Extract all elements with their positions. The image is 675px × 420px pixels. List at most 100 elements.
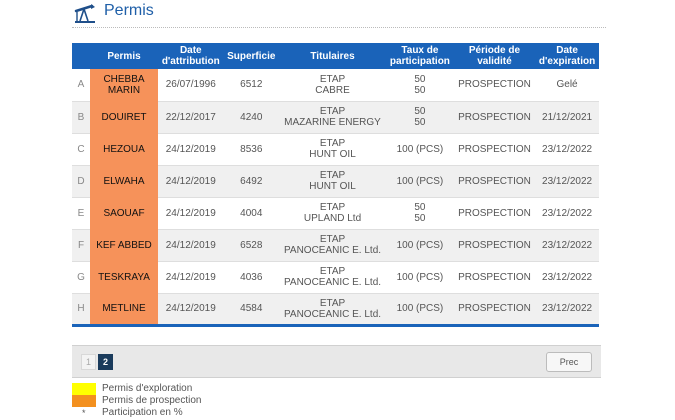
date-attribution: 24/12/2019 bbox=[158, 229, 224, 262]
periode-validite: PROSPECTION bbox=[453, 69, 536, 102]
date-attribution: 24/12/2019 bbox=[158, 261, 224, 294]
date-expiration: 23/12/2022 bbox=[535, 229, 599, 262]
periode-validite: PROSPECTION bbox=[453, 293, 536, 327]
date-expiration: 23/12/2022 bbox=[535, 165, 599, 198]
table-row: H METLINE 24/12/2019 4584 ETAP PANOCEANIC… bbox=[72, 293, 599, 327]
periode-validite: PROSPECTION bbox=[453, 133, 536, 166]
table-row: C HEZOUA 24/12/2019 8536 ETAP HUNT OIL 10… bbox=[72, 133, 599, 166]
col-date-attribution-header: Date d'attribution bbox=[161, 45, 220, 67]
taux-participation: 100 (PCS) bbox=[386, 261, 454, 294]
row-index: A bbox=[72, 69, 90, 102]
page-header: Permis bbox=[72, 0, 606, 28]
titulaires: ETAP HUNT OIL bbox=[279, 165, 387, 198]
legend: Permis d'exploration Permis de prospecti… bbox=[72, 383, 202, 419]
taux-participation: 100 (PCS) bbox=[386, 229, 454, 262]
superficie: 6528 bbox=[223, 229, 279, 262]
taux-participation: 50 50 bbox=[386, 197, 454, 230]
date-expiration: 21/12/2021 bbox=[535, 101, 599, 134]
date-expiration: 23/12/2022 bbox=[535, 261, 599, 294]
superficie: 6512 bbox=[223, 69, 279, 102]
table-row: B DOUIRET 22/12/2017 4240 ETAP MAZARINE E… bbox=[72, 101, 599, 134]
superficie: 4004 bbox=[223, 197, 279, 230]
table-header: Permis Date d'attribution Superficie Titu… bbox=[72, 43, 599, 69]
permit-name[interactable]: CHEBBA MARIN bbox=[90, 69, 158, 102]
row-index: E bbox=[72, 197, 90, 230]
date-attribution: 24/12/2019 bbox=[158, 293, 224, 327]
date-expiration: 23/12/2022 bbox=[535, 197, 599, 230]
legend-label: Participation en % bbox=[102, 407, 183, 418]
date-expiration: 23/12/2022 bbox=[535, 133, 599, 166]
permit-name[interactable]: DOUIRET bbox=[90, 101, 158, 134]
date-attribution: 24/12/2019 bbox=[158, 133, 224, 166]
taux-participation: 100 (PCS) bbox=[386, 165, 454, 198]
periode-validite: PROSPECTION bbox=[453, 165, 536, 198]
row-index: D bbox=[72, 165, 90, 198]
periode-validite: PROSPECTION bbox=[453, 261, 536, 294]
date-attribution: 24/12/2019 bbox=[158, 165, 224, 198]
col-superficie-header: Superficie bbox=[227, 50, 276, 62]
periode-validite: PROSPECTION bbox=[453, 197, 536, 230]
page-1-button[interactable]: 1 bbox=[81, 354, 96, 370]
permit-name[interactable]: ELWAHA bbox=[90, 165, 158, 198]
titulaires: ETAP PANOCEANIC E. Ltd. bbox=[279, 261, 387, 294]
col-permis-header: Permis bbox=[107, 50, 141, 62]
taux-participation: 50 50 bbox=[386, 101, 454, 134]
taux-participation: 100 (PCS) bbox=[386, 133, 454, 166]
col-index-header bbox=[72, 43, 90, 69]
legend-swatch-orange bbox=[72, 395, 96, 407]
titulaires: ETAP PANOCEANIC E. Ltd. bbox=[279, 293, 387, 327]
titulaires: ETAP UPLAND Ltd bbox=[279, 197, 387, 230]
permit-name[interactable]: METLINE bbox=[90, 293, 158, 327]
legend-swatch-yellow bbox=[72, 383, 96, 395]
table-row: G TESKRAYA 24/12/2019 4036 ETAP PANOCEANI… bbox=[72, 261, 599, 294]
date-expiration: 23/12/2022 bbox=[535, 293, 599, 327]
table-row: E SAOUAF 24/12/2019 4004 ETAP UPLAND Ltd … bbox=[72, 197, 599, 230]
col-periode-header: Période de validité bbox=[468, 45, 521, 67]
titulaires: ETAP CABRE bbox=[279, 69, 387, 102]
permit-name[interactable]: KEF ABBED bbox=[90, 229, 158, 262]
superficie: 4584 bbox=[223, 293, 279, 327]
legend-item-prospection: Permis de prospection bbox=[72, 395, 202, 407]
oil-pump-icon bbox=[74, 4, 95, 23]
periode-validite: PROSPECTION bbox=[453, 101, 536, 134]
permit-name[interactable]: SAOUAF bbox=[90, 197, 158, 230]
superficie: 8536 bbox=[223, 133, 279, 166]
row-index: F bbox=[72, 229, 90, 262]
legend-label: Permis d'exploration bbox=[102, 383, 193, 394]
table-header-row: Permis Date d'attribution Superficie Titu… bbox=[72, 43, 599, 69]
table-row: D ELWAHA 24/12/2019 6492 ETAP HUNT OIL 10… bbox=[72, 165, 599, 198]
permit-name[interactable]: TESKRAYA bbox=[90, 261, 158, 294]
periode-validite: PROSPECTION bbox=[453, 229, 536, 262]
row-index: B bbox=[72, 101, 90, 134]
legend-item-participation: * Participation en % bbox=[72, 407, 202, 419]
col-taux-header: Taux de participation bbox=[389, 45, 450, 67]
superficie: 6492 bbox=[223, 165, 279, 198]
permit-name[interactable]: HEZOUA bbox=[90, 133, 158, 166]
row-index: C bbox=[72, 133, 90, 166]
taux-participation: 100 (PCS) bbox=[386, 293, 454, 327]
titulaires: ETAP HUNT OIL bbox=[279, 133, 387, 166]
page-title: Permis bbox=[104, 2, 154, 19]
table-row: A CHEBBA MARIN 26/07/1996 6512 ETAP CABRE … bbox=[72, 69, 599, 102]
page-2-button[interactable]: 2 bbox=[98, 354, 113, 370]
taux-participation: 50 50 bbox=[386, 69, 454, 102]
table-body: A CHEBBA MARIN 26/07/1996 6512 ETAP CABRE … bbox=[72, 69, 599, 327]
prev-button[interactable]: Prec bbox=[546, 352, 592, 372]
row-index: G bbox=[72, 261, 90, 294]
date-attribution: 26/07/1996 bbox=[158, 69, 224, 102]
legend-label: Permis de prospection bbox=[102, 395, 202, 406]
row-index: H bbox=[72, 293, 90, 327]
titulaires: ETAP MAZARINE ENERGY bbox=[279, 101, 387, 134]
pagination-bar: 1 2 Prec bbox=[72, 345, 601, 378]
table-row: F KEF ABBED 24/12/2019 6528 ETAP PANOCEAN… bbox=[72, 229, 599, 262]
col-date-expiration-header: Date d'expiration bbox=[538, 45, 596, 67]
asterisk-icon: * bbox=[82, 408, 86, 418]
titulaires: ETAP PANOCEANIC E. Ltd. bbox=[279, 229, 387, 262]
col-titulaires-header: Titulaires bbox=[310, 50, 355, 62]
legend-item-exploration: Permis d'exploration bbox=[72, 383, 202, 395]
superficie: 4240 bbox=[223, 101, 279, 134]
superficie: 4036 bbox=[223, 261, 279, 294]
date-attribution: 22/12/2017 bbox=[158, 101, 224, 134]
date-attribution: 24/12/2019 bbox=[158, 197, 224, 230]
permits-table: Permis Date d'attribution Superficie Titu… bbox=[72, 43, 599, 327]
